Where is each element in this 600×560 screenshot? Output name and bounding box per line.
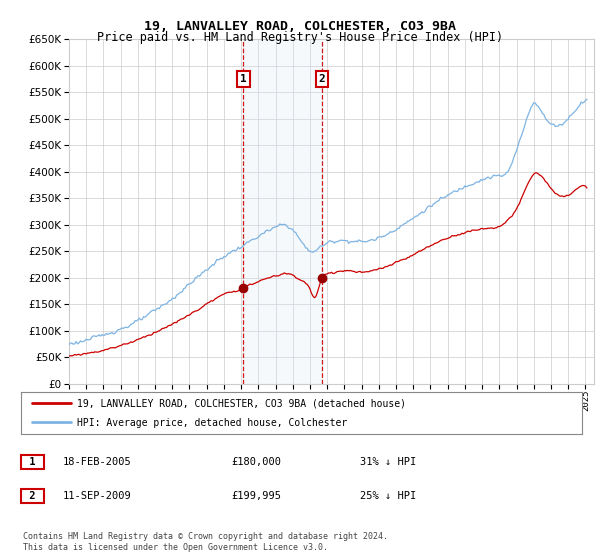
- Text: 11-SEP-2009: 11-SEP-2009: [63, 491, 132, 501]
- Text: 1: 1: [240, 74, 247, 84]
- Text: 19, LANVALLEY ROAD, COLCHESTER, CO3 9BA: 19, LANVALLEY ROAD, COLCHESTER, CO3 9BA: [144, 20, 456, 32]
- Text: 25% ↓ HPI: 25% ↓ HPI: [360, 491, 416, 501]
- Text: £180,000: £180,000: [231, 457, 281, 467]
- Text: 19, LANVALLEY ROAD, COLCHESTER, CO3 9BA (detached house): 19, LANVALLEY ROAD, COLCHESTER, CO3 9BA …: [77, 399, 406, 409]
- Text: Contains HM Land Registry data © Crown copyright and database right 2024.
This d: Contains HM Land Registry data © Crown c…: [23, 532, 388, 552]
- Text: 1: 1: [23, 457, 41, 467]
- Text: Price paid vs. HM Land Registry's House Price Index (HPI): Price paid vs. HM Land Registry's House …: [97, 31, 503, 44]
- Text: 2: 2: [319, 74, 325, 84]
- Text: 18-FEB-2005: 18-FEB-2005: [63, 457, 132, 467]
- Text: £199,995: £199,995: [231, 491, 281, 501]
- Text: HPI: Average price, detached house, Colchester: HPI: Average price, detached house, Colc…: [77, 418, 347, 428]
- Text: 2: 2: [23, 491, 41, 501]
- Text: 31% ↓ HPI: 31% ↓ HPI: [360, 457, 416, 467]
- Bar: [244, 39, 322, 384]
